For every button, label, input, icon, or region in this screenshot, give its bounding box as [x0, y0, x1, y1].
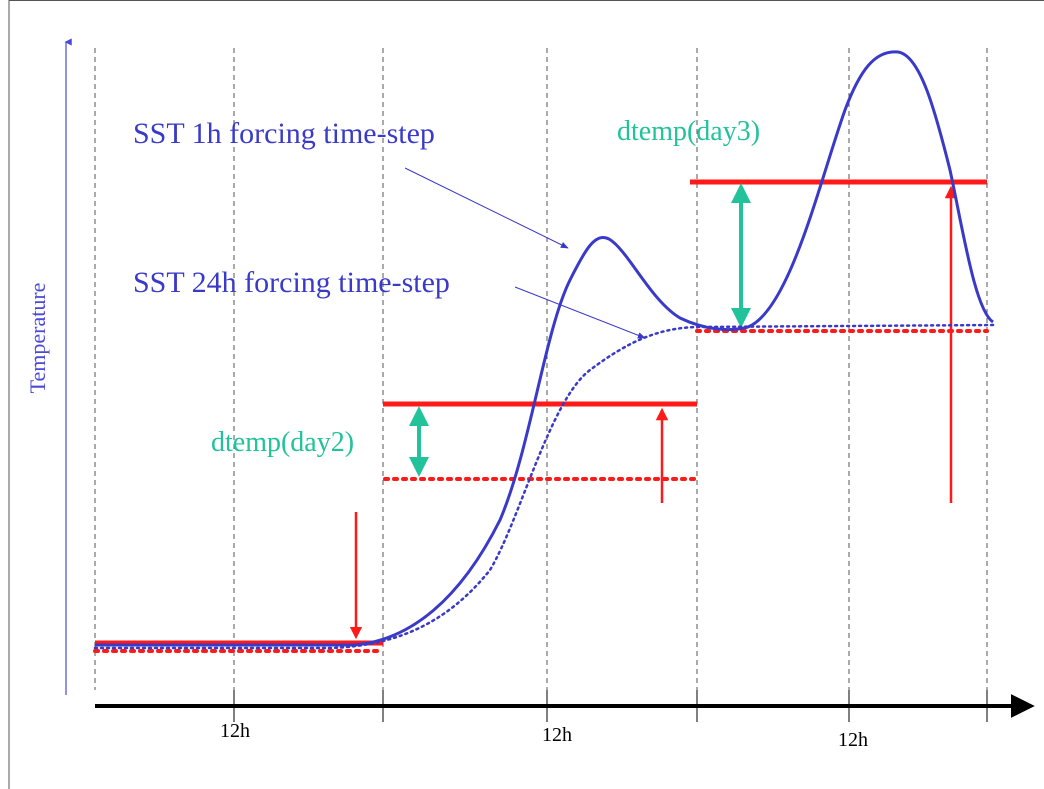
sst-1h-pointer	[404, 167, 569, 249]
y-axis-label: Temperature	[25, 283, 50, 394]
x-tick-label-3: 12h	[838, 729, 868, 751]
dtemp-arrows	[409, 183, 751, 477]
red-arrows	[349, 185, 958, 640]
sst-24h-label: SST 24h forcing time-step	[133, 266, 450, 299]
forcing-steps	[95, 179, 987, 646]
daily-sst-levels	[93, 329, 989, 653]
dtemp-day2-label: dtemp(day2)	[211, 427, 354, 458]
sst-1h-curve	[95, 50, 994, 647]
x-tick-label-1: 12h	[220, 720, 250, 742]
grid-lines	[94, 48, 988, 690]
dtemp-day3-label: dtemp(day3)	[617, 116, 760, 147]
x-axis-ticks	[233, 690, 988, 722]
sst-1h-label: SST 1h forcing time-step	[133, 117, 435, 150]
x-tick-label-2: 12h	[542, 724, 572, 746]
sst-24h-pointer	[514, 286, 646, 339]
sst-24h-curve	[93, 323, 997, 650]
